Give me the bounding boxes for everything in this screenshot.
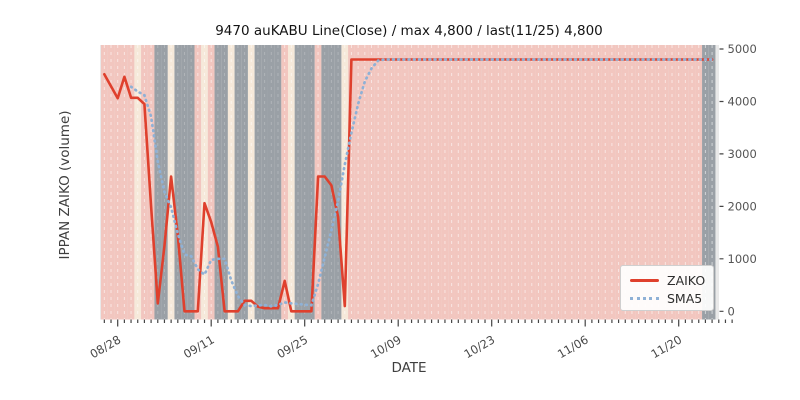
svg-text:10/09: 10/09	[368, 332, 404, 361]
sma5-dotted-swatch	[630, 296, 659, 300]
svg-text:11/20: 11/20	[648, 332, 684, 361]
svg-text:0: 0	[728, 304, 735, 318]
legend-item-sma5: SMA5	[630, 289, 713, 307]
svg-text:5000: 5000	[728, 42, 757, 56]
svg-text:09/11: 09/11	[181, 332, 217, 361]
legend-label-zaiko: ZAIKO	[667, 272, 706, 288]
legend-item-zaiko: ZAIKO	[630, 271, 713, 289]
zaiko-line-swatch	[630, 278, 659, 282]
legend-label-sma5: SMA5	[667, 290, 703, 306]
chart-title: 9470 auKABU Line(Close) / max 4,800 / la…	[215, 23, 603, 39]
svg-text:10/23: 10/23	[461, 332, 497, 361]
svg-text:09/25: 09/25	[274, 332, 310, 361]
svg-text:4000: 4000	[728, 95, 757, 109]
svg-text:3000: 3000	[728, 147, 757, 161]
svg-text:1000: 1000	[728, 252, 757, 266]
svg-text:2000: 2000	[728, 199, 757, 213]
svg-text:11/06: 11/06	[555, 332, 591, 361]
svg-text:08/28: 08/28	[87, 332, 123, 361]
legend: ZAIKO SMA5	[620, 265, 714, 311]
x-axis-title: DATE	[391, 360, 427, 376]
y-axis-title: IPPAN ZAIKO (volume)	[57, 110, 73, 260]
